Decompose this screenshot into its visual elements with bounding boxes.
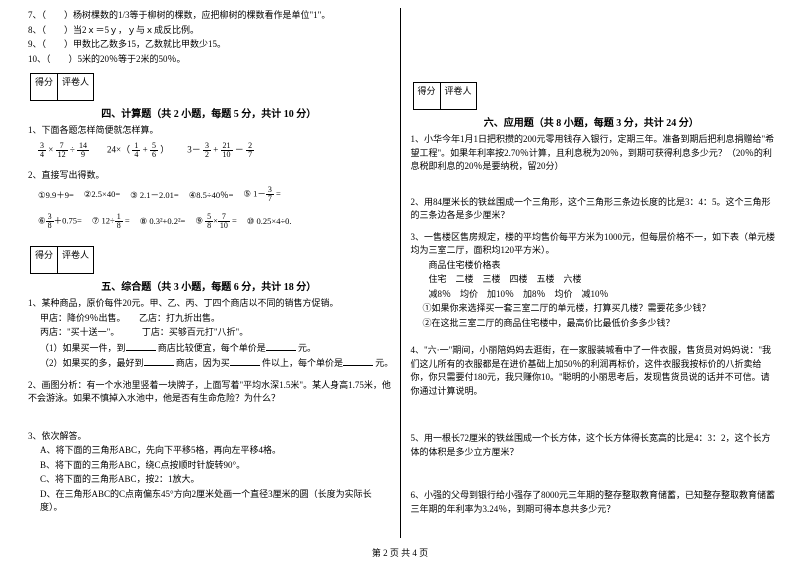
calc-row-a: 34 × 712 ÷ 149 24×（ 14 + 56 ） 3－ 32 + 21… <box>38 142 394 159</box>
s5-q1-l2: 甲店：降价9％出售。 乙店：打九折出售。 <box>40 312 394 326</box>
e2: ②2.5×40= <box>84 189 120 200</box>
e9: ⑨ 58×710 = <box>195 213 236 230</box>
blank <box>266 341 296 351</box>
calc-row-b1: ①9.9＋9= ②2.5×40= ③ 2.1－2.01= ④8.5÷40％= ⑤… <box>38 186 394 203</box>
r-q1: 1、小华今年1月1日把积攒的200元零用钱存入银行，定期三年。准备到期后把利息捐… <box>411 133 777 174</box>
s5-q3-a: A、将下面的三角形ABC，先向下平移5格，再向左平移4格。 <box>40 444 394 458</box>
s5-q3-h: 3、依次解答。 <box>28 430 394 444</box>
blank <box>144 356 174 366</box>
s5-q1-l3: 丙店："买十送一"。 丁店：买够百元打"八折"。 <box>40 326 394 340</box>
grader-label: 评卷人 <box>58 247 93 273</box>
e5: ⑤ 1－37 = <box>243 186 280 203</box>
s5-q1: 1、某种商品，原价每件20元。甲、乙、丙、丁四个商店以不同的销售方促销。 甲店：… <box>24 297 394 371</box>
s5-q1-l4: （1）如果买一件，到 商店比较便宜，每个单价是 元。 <box>40 341 394 356</box>
q9: 9、（ ）甲数比乙数多15，乙数就比甲数少15。 <box>28 38 394 52</box>
score-label: 得分 <box>31 247 58 273</box>
section-4-title: 四、计算题（共 2 小题，每题 5 分，共计 10 分） <box>24 105 394 120</box>
s5-q3-b: B、将下面的三角形ABC，绕C点按顺时针旋转90°。 <box>40 459 394 473</box>
score-box-sec4: 得分 评卷人 <box>30 73 94 101</box>
score-label: 得分 <box>31 74 58 100</box>
e3: ③ 2.1－2.01= <box>130 189 179 201</box>
r-q5: 5、用一根长72厘米的铁丝围成一个长方体，这个长方体得长宽高的比是4：3：2，这… <box>411 432 777 459</box>
page-container: 7、（ ）杨树棵数的1/3等于柳树的棵数，应把柳树的棵数看作是单位"1"。 8、… <box>18 8 782 538</box>
s5-q3-d: D、在三角形ABC的C点南偏东45°方向2厘米处画一个直径3厘米的圆（长度为实际… <box>40 488 394 515</box>
expr-2: 24×（ 14 + 56 ） <box>107 142 169 159</box>
e6: ⑥38＋0.75= <box>38 213 82 230</box>
s5-q2: 2、画图分析：有一个水池里竖着一块牌子，上面写着"平均水深1.5米"。某人身高1… <box>28 379 394 406</box>
score-box-sec5: 得分 评卷人 <box>30 246 94 274</box>
e4: ④8.5÷40％= <box>189 189 234 201</box>
right-column: 得分 评卷人 六、应用题（共 8 小题，每题 3 分，共计 24 分） 1、小华… <box>401 8 783 538</box>
s4-q1: 1、下面各题怎样简便就怎样算。 <box>28 124 394 138</box>
r-q2: 2、用84厘米长的铁丝围成一个三角形，这个三角形三条边长度的比是3：4：5。这个… <box>411 196 777 223</box>
section-6-title: 六、应用题（共 8 小题，每题 3 分，共计 24 分） <box>407 114 777 129</box>
r-q3-s2: ②在这批三室二厅的商品住宅楼中，最高价比最低价多多少钱？ <box>423 317 777 331</box>
s5-q3-c: C、将下面的三角形ABC，按2：1放大。 <box>40 473 394 487</box>
e8: ⑧ 0.3²+0.2²= <box>140 216 186 227</box>
r-q6: 6、小强的父母到银行给小强存了8000元三年期的整存整取教育储蓄，已知整存整取教… <box>411 489 777 516</box>
q10: 10、（ ）5米的20％等于2米的50％。 <box>28 53 394 67</box>
s5-q1-l1: 1、某种商品，原价每件20元。甲、乙、丙、丁四个商店以不同的销售方促销。 <box>28 297 394 311</box>
page-footer: 第 2 页 共 4 页 <box>0 546 800 559</box>
blank <box>343 356 373 366</box>
r-q3-s1: ①如果你来选择买一套三室二厅的单元楼，打算买几楼？需要花多少钱？ <box>423 302 777 316</box>
r-q3-r1: 住宅 二楼 三楼 四楼 五楼 六楼 <box>429 273 777 287</box>
r-q4: 4、"六·一"期间，小丽陪妈妈去逛街，在一家服装城看中了一件衣服，售货员对妈妈说… <box>411 344 777 398</box>
e1: ①9.9＋9= <box>38 189 74 201</box>
blank <box>126 341 156 351</box>
r-q3: 3、一售楼区售房规定，楼的平均售价每平方米为1000元，但每层价格不一，如下表（… <box>407 231 777 331</box>
s4-q2: 2、直接写出得数。 <box>28 169 394 183</box>
expr-3: 3－ 32 + 2110 － 27 <box>187 142 254 159</box>
r-q3-th: 商品住宅楼价格表 <box>429 259 777 273</box>
calc-row-b2: ⑥38＋0.75= ⑦ 12÷18 = ⑧ 0.3²+0.2²= ⑨ 58×71… <box>38 213 394 230</box>
grader-label: 评卷人 <box>58 74 93 100</box>
e10: ⑩ 0.25×4÷0. <box>247 216 292 227</box>
score-box-sec6: 得分 评卷人 <box>413 82 477 110</box>
left-column: 7、（ ）杨树棵数的1/3等于柳树的棵数，应把柳树的棵数看作是单位"1"。 8、… <box>18 8 400 538</box>
section-5-title: 五、综合题（共 3 小题，每题 6 分，共计 18 分） <box>24 278 394 293</box>
s5-q1-l5: （2）如果买的多，最好到 商店，因为买 件以上，每个单价是 元。 <box>40 356 394 371</box>
s5-q3: 3、依次解答。 A、将下面的三角形ABC，先向下平移5格，再向左平移4格。 B、… <box>24 430 394 515</box>
expr-1: 34 × 712 ÷ 149 <box>38 142 89 159</box>
q7: 7、（ ）杨树棵数的1/3等于柳树的棵数，应把柳树的棵数看作是单位"1"。 <box>28 9 394 23</box>
e7: ⑦ 12÷18 = <box>92 213 130 230</box>
blank <box>230 356 260 366</box>
grader-label: 评卷人 <box>441 83 476 109</box>
r-q3-r2: 减8％ 均价 加10％ 加8％ 均价 减10％ <box>429 288 777 302</box>
r-q3-head: 3、一售楼区售房规定，楼的平均售价每平方米为1000元，但每层价格不一，如下表（… <box>411 231 777 258</box>
q8: 8、（ ）当2ｘ＝5ｙ，ｙ与ｘ成反比例。 <box>28 24 394 38</box>
score-label: 得分 <box>414 83 441 109</box>
